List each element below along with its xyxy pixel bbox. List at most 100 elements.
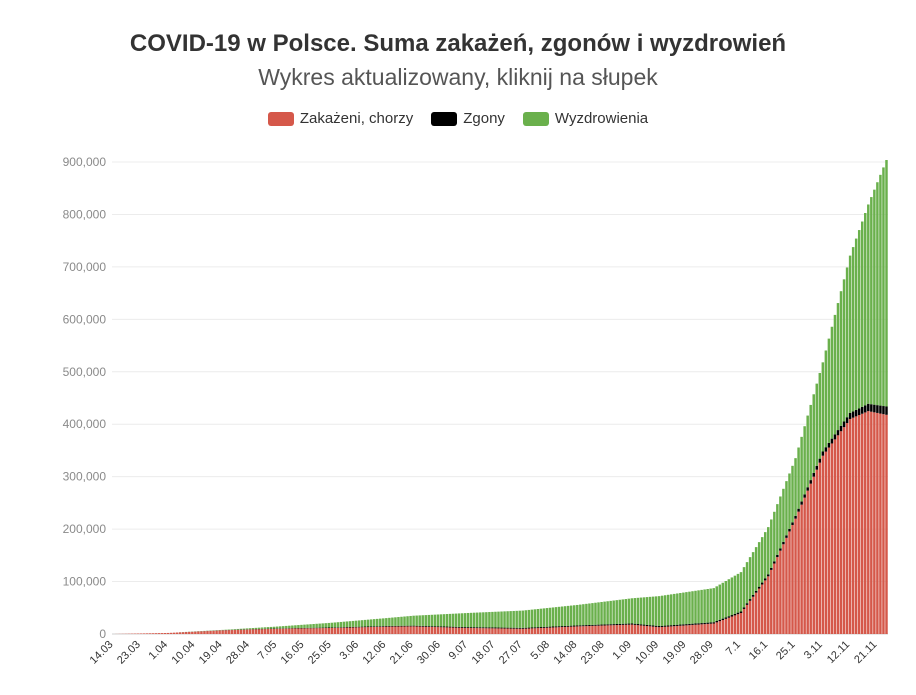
- bar-segment-infected: [691, 624, 694, 634]
- bar-segment-infected: [885, 414, 888, 634]
- bar-segment-recovered: [372, 619, 376, 627]
- bar-segment-infected: [442, 627, 446, 634]
- bar-segment-deaths: [845, 417, 849, 424]
- bar-segment-deaths: [454, 626, 458, 628]
- bar-segment-deaths: [560, 626, 564, 628]
- bar-segment-recovered: [536, 609, 540, 628]
- bar-segment-infected: [839, 431, 843, 634]
- bar-segment-recovered: [763, 532, 767, 579]
- bar-segment-infected: [512, 628, 515, 634]
- legend-label-deaths: Zgony: [463, 110, 505, 127]
- bar-segment-recovered: [300, 624, 303, 628]
- bar-segment-recovered: [721, 582, 725, 619]
- bar-segment-deaths: [627, 623, 631, 625]
- bar-segment-recovered: [679, 593, 682, 625]
- bar-segment-deaths: [539, 627, 543, 628]
- bar-segment-deaths: [785, 535, 788, 538]
- bar-segment-infected: [309, 628, 312, 634]
- bar-segment-deaths: [730, 615, 734, 617]
- bar-segment-deaths: [488, 627, 491, 629]
- bar-segment-deaths: [360, 626, 364, 628]
- bar-segment-infected: [779, 550, 782, 634]
- bar-segment-recovered: [742, 567, 746, 608]
- bar-segment-recovered: [809, 404, 812, 481]
- bar-segment-deaths: [685, 624, 688, 626]
- x-tick-label: 10.04: [170, 639, 198, 667]
- bar-segment-recovered: [233, 629, 237, 630]
- bar-segment-deaths: [548, 626, 552, 628]
- bar-segment-infected: [648, 626, 652, 634]
- x-tick-label: 16.1: [747, 639, 771, 663]
- bar-segment-infected: [351, 627, 355, 634]
- bar-segment-infected: [776, 557, 779, 634]
- bar-segment-recovered: [624, 599, 628, 624]
- bar-segment-infected: [260, 629, 264, 634]
- bar-segment-recovered: [521, 610, 524, 628]
- bar-segment-deaths: [718, 619, 722, 622]
- bar-segment-deaths: [621, 623, 625, 625]
- legend-item-infected[interactable]: Zakażeni, chorzy: [267, 110, 413, 127]
- bar-segment-deaths: [700, 623, 703, 625]
- chart-subtitle: Wykres aktualizowany, kliknij na słupek: [258, 64, 658, 90]
- bar-segment-recovered: [297, 625, 300, 629]
- bar-segment-deaths: [854, 409, 858, 417]
- bar-segment-infected: [815, 469, 819, 634]
- legend-swatch-recovered: [522, 111, 549, 126]
- bar-segment-deaths: [545, 626, 549, 628]
- bar-segment-infected: [860, 413, 864, 634]
- bar-segment-recovered: [621, 599, 625, 624]
- bar-segment-infected: [321, 628, 324, 634]
- bar-segment-infected: [482, 628, 485, 634]
- bar-segment-infected: [767, 576, 770, 634]
- bar-segment-infected: [727, 617, 731, 634]
- bar-segment-infected: [733, 615, 737, 634]
- bar-segment-deaths: [848, 412, 852, 419]
- bar-segment-deaths: [515, 627, 518, 629]
- bar-segment-infected: [448, 627, 452, 634]
- y-tick-label: 300,000: [63, 470, 107, 484]
- bar-segment-recovered: [839, 291, 843, 426]
- bar-segment-infected: [485, 628, 488, 634]
- bar-segment-recovered: [648, 596, 652, 626]
- bar-segment-recovered: [818, 372, 822, 459]
- legend-swatch-deaths: [431, 111, 458, 126]
- bar-segment-infected: [369, 627, 373, 634]
- bar-segment-infected: [175, 632, 179, 634]
- legend-item-deaths[interactable]: Zgony: [431, 110, 505, 127]
- bar-segment-deaths: [615, 624, 618, 626]
- bar-segment-recovered: [836, 303, 840, 431]
- legend-label-recovered: Wyzdrowienia: [554, 110, 649, 127]
- bar-segment-infected: [227, 630, 230, 634]
- bar-segment-deaths: [379, 626, 382, 627]
- bar-segment-recovered: [530, 609, 534, 628]
- bar-segment-recovered: [848, 255, 852, 413]
- bar-segment-deaths: [397, 625, 400, 627]
- bar-segment-infected: [812, 476, 815, 634]
- bar-segment-deaths: [588, 624, 591, 626]
- bar-segment-infected: [197, 631, 200, 634]
- bar-segment-deaths: [779, 548, 782, 551]
- bar-segment-infected: [427, 626, 431, 634]
- bar-segment-deaths: [691, 623, 694, 625]
- bar-segment-deaths: [336, 627, 340, 628]
- bar-segment-deaths: [403, 625, 406, 627]
- y-tick-label: 800,000: [63, 207, 107, 221]
- bar-segment-infected: [315, 628, 318, 634]
- bar-segment-deaths: [882, 406, 885, 415]
- bar-segment-infected: [660, 626, 664, 634]
- bar-segment-recovered: [294, 625, 297, 629]
- bar-segment-infected: [218, 630, 221, 634]
- bar-segment-recovered: [736, 573, 740, 613]
- bar-segment-infected: [763, 580, 767, 634]
- bar-segment-infected: [348, 627, 352, 634]
- bar-segment-recovered: [660, 595, 664, 626]
- bar-segment-infected: [300, 628, 303, 634]
- bar-segment-recovered: [469, 612, 473, 628]
- bar-segment-infected: [685, 625, 688, 634]
- bar-segment-recovered: [676, 593, 679, 625]
- legend-item-recovered[interactable]: Wyzdrowienia: [522, 110, 649, 127]
- bar-segment-infected: [709, 623, 712, 634]
- x-tick-label: 12.06: [360, 639, 388, 667]
- bar-segment-recovered: [485, 612, 488, 628]
- bar-segment-infected: [518, 628, 521, 634]
